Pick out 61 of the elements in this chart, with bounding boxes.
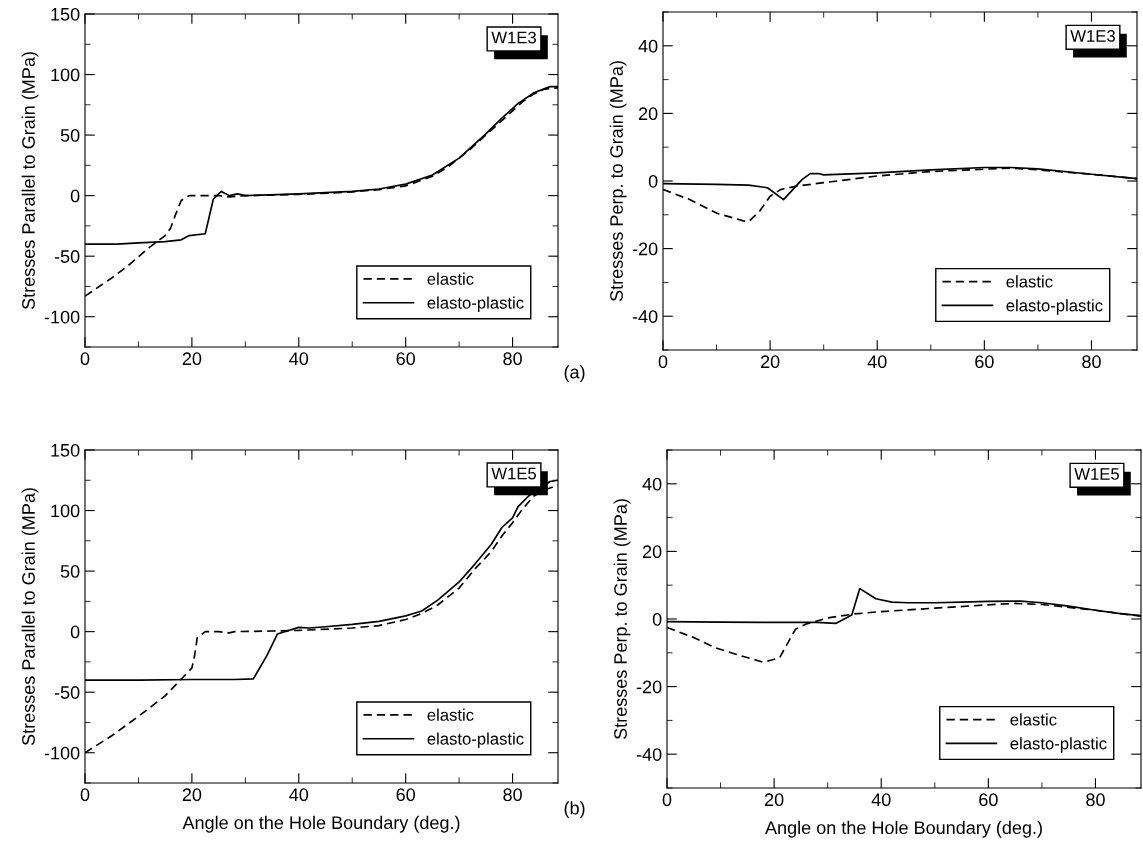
y-tick-label: 0: [648, 174, 658, 188]
legend-label: elasto-plastic: [1010, 737, 1107, 753]
y-tick-label: -100: [44, 746, 80, 760]
legend-label: elastic: [1006, 275, 1053, 288]
annotation: W1E3: [491, 31, 536, 44]
x-tick-label: 40: [289, 352, 309, 366]
x-tick-label: 20: [760, 355, 780, 369]
x-tick-label: 40: [289, 788, 309, 802]
x-tick-label: 80: [1086, 793, 1105, 807]
legend-label: elasto-plastic: [427, 732, 524, 749]
y-tick-label: 40: [638, 39, 658, 53]
x-tick-label: 60: [975, 355, 994, 369]
annotation: W1E3: [1070, 30, 1115, 42]
x-tick-label: 80: [503, 788, 522, 802]
x-tick-label: 60: [979, 793, 998, 807]
y-tick-label: -40: [632, 310, 658, 323]
x-tick-label: 20: [182, 352, 202, 366]
y-axis-title: Stresses Parallel to Grain (MPa): [21, 52, 39, 310]
x-tick-label: 80: [1082, 355, 1101, 369]
x-tick-label: 0: [80, 788, 90, 802]
text: (a): [564, 365, 585, 383]
x-tick-label: 20: [182, 788, 202, 802]
y-tick-label: -50: [54, 250, 80, 263]
y-axis-title: Stresses Perp. to Grain (MPa): [609, 61, 627, 302]
y-tick-label: 150: [51, 7, 80, 21]
y-tick-label: 40: [642, 477, 662, 491]
y-tick-label: 0: [70, 189, 80, 203]
legend-label: elasto-plastic: [427, 296, 524, 313]
annotation: W1E5: [491, 467, 537, 480]
y-tick-label: -40: [636, 748, 662, 761]
y-tick-label: 150: [51, 443, 80, 457]
x-tick-label: 20: [764, 793, 784, 807]
legend-label: elasto-plastic: [1006, 299, 1103, 315]
y-tick-label: -100: [44, 310, 80, 324]
y-axis-title: Stresses Parallel to Grain (MPa): [21, 488, 39, 746]
x-axis-title: Angle on the Hole Boundary (deg.): [182, 815, 460, 833]
y-tick-label: 100: [51, 504, 80, 518]
x-tick-label: 40: [871, 793, 891, 807]
x-tick-label: 60: [396, 788, 416, 802]
y-tick-label: -50: [54, 686, 80, 699]
y-tick-label: -20: [632, 242, 658, 256]
y-tick-label: 50: [60, 129, 80, 142]
x-tick-label: 60: [396, 352, 416, 366]
x-tick-label: 0: [80, 352, 90, 366]
annotation: W1E5: [1074, 468, 1119, 480]
y-tick-label: -20: [636, 680, 662, 694]
x-tick-label: 40: [867, 355, 887, 369]
legend-label: elastic: [427, 708, 474, 721]
y-tick-label: 0: [70, 625, 80, 639]
y-tick-label: 100: [51, 68, 80, 82]
y-tick-label: 50: [60, 565, 80, 578]
legend-label: elastic: [1010, 713, 1057, 726]
y-tick-label: 0: [652, 612, 662, 626]
y-tick-label: 20: [642, 545, 662, 559]
legend-label: elastic: [427, 272, 474, 285]
y-axis-title: Stresses Perp. to Grain (MPa): [613, 499, 631, 740]
x-tick-label: 0: [662, 793, 672, 807]
y-tick-label: 20: [638, 107, 658, 121]
x-tick-label: 80: [503, 352, 522, 366]
x-axis-title: Angle on the Hole Boundary (deg.): [765, 820, 1042, 838]
text: (b): [564, 801, 585, 819]
